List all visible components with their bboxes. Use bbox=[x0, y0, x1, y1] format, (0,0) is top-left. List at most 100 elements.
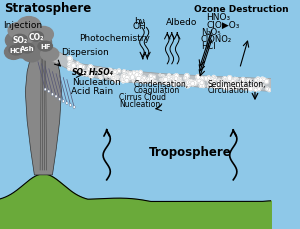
Circle shape bbox=[236, 83, 241, 87]
Text: Sedimentation,: Sedimentation, bbox=[208, 80, 266, 89]
Text: Circulation: Circulation bbox=[208, 86, 250, 95]
Circle shape bbox=[168, 83, 170, 86]
Ellipse shape bbox=[41, 48, 59, 62]
Circle shape bbox=[122, 80, 124, 84]
Circle shape bbox=[82, 66, 85, 69]
Circle shape bbox=[249, 80, 251, 82]
Circle shape bbox=[172, 80, 176, 83]
Circle shape bbox=[173, 75, 177, 80]
Circle shape bbox=[208, 76, 210, 79]
Ellipse shape bbox=[58, 98, 61, 101]
Circle shape bbox=[71, 64, 74, 68]
Circle shape bbox=[197, 79, 201, 83]
Circle shape bbox=[200, 82, 204, 86]
Circle shape bbox=[162, 75, 164, 77]
Circle shape bbox=[100, 77, 101, 79]
Ellipse shape bbox=[4, 45, 22, 60]
Text: Coagulation: Coagulation bbox=[134, 86, 180, 95]
Circle shape bbox=[256, 80, 257, 82]
Circle shape bbox=[204, 77, 208, 81]
Circle shape bbox=[89, 75, 93, 79]
Circle shape bbox=[253, 83, 256, 87]
Circle shape bbox=[125, 76, 129, 80]
Circle shape bbox=[235, 87, 238, 90]
Text: Troposphere: Troposphere bbox=[149, 146, 232, 158]
Circle shape bbox=[168, 74, 170, 77]
Text: SO₂: SO₂ bbox=[12, 35, 28, 44]
Text: HNO₃: HNO₃ bbox=[206, 13, 230, 22]
Ellipse shape bbox=[9, 46, 23, 56]
Ellipse shape bbox=[48, 90, 50, 93]
Circle shape bbox=[152, 76, 155, 79]
Circle shape bbox=[234, 78, 236, 80]
Ellipse shape bbox=[38, 42, 52, 52]
Text: hν: hν bbox=[134, 16, 145, 25]
Circle shape bbox=[71, 69, 73, 71]
Circle shape bbox=[151, 80, 154, 84]
Circle shape bbox=[123, 71, 125, 73]
Circle shape bbox=[217, 83, 221, 88]
Text: ClONO₂: ClONO₂ bbox=[201, 35, 232, 44]
Circle shape bbox=[115, 79, 119, 84]
Circle shape bbox=[212, 78, 214, 80]
Circle shape bbox=[207, 79, 212, 83]
Circle shape bbox=[150, 77, 153, 82]
Circle shape bbox=[99, 72, 101, 75]
Ellipse shape bbox=[51, 93, 54, 96]
Ellipse shape bbox=[62, 100, 64, 103]
Circle shape bbox=[231, 80, 235, 84]
Circle shape bbox=[243, 85, 246, 88]
Circle shape bbox=[130, 76, 135, 80]
Ellipse shape bbox=[55, 95, 57, 98]
Ellipse shape bbox=[13, 35, 27, 45]
Circle shape bbox=[179, 82, 181, 83]
Circle shape bbox=[129, 73, 132, 76]
Circle shape bbox=[155, 82, 157, 84]
Circle shape bbox=[266, 88, 269, 91]
Circle shape bbox=[70, 68, 72, 70]
Circle shape bbox=[262, 85, 264, 87]
Circle shape bbox=[184, 77, 187, 80]
Circle shape bbox=[108, 74, 110, 76]
Circle shape bbox=[132, 79, 134, 81]
Ellipse shape bbox=[73, 106, 75, 109]
Circle shape bbox=[208, 86, 210, 88]
Circle shape bbox=[218, 80, 220, 83]
Circle shape bbox=[260, 78, 264, 82]
Circle shape bbox=[90, 73, 94, 77]
Circle shape bbox=[259, 79, 262, 82]
Circle shape bbox=[191, 82, 195, 87]
Circle shape bbox=[213, 77, 217, 82]
Circle shape bbox=[260, 82, 261, 84]
Circle shape bbox=[189, 80, 193, 85]
Circle shape bbox=[209, 83, 214, 87]
Circle shape bbox=[214, 77, 216, 79]
Circle shape bbox=[228, 78, 230, 80]
Circle shape bbox=[78, 65, 82, 70]
Circle shape bbox=[103, 70, 106, 73]
Text: Condensation,: Condensation, bbox=[134, 80, 189, 89]
Circle shape bbox=[179, 78, 181, 80]
Ellipse shape bbox=[8, 37, 37, 59]
Circle shape bbox=[167, 76, 170, 79]
Circle shape bbox=[263, 79, 266, 82]
Circle shape bbox=[210, 80, 212, 82]
Circle shape bbox=[249, 87, 253, 92]
Circle shape bbox=[186, 81, 191, 85]
Ellipse shape bbox=[14, 25, 40, 45]
Circle shape bbox=[108, 74, 111, 78]
Circle shape bbox=[230, 83, 233, 86]
Circle shape bbox=[127, 72, 129, 74]
Circle shape bbox=[139, 71, 142, 75]
Circle shape bbox=[76, 63, 79, 65]
Circle shape bbox=[250, 87, 253, 90]
Circle shape bbox=[147, 79, 150, 82]
Circle shape bbox=[102, 71, 106, 74]
Circle shape bbox=[117, 70, 121, 73]
Circle shape bbox=[109, 69, 112, 72]
Circle shape bbox=[227, 82, 230, 85]
Text: ClO▶O₃: ClO▶O₃ bbox=[206, 20, 239, 29]
Circle shape bbox=[180, 82, 183, 85]
Circle shape bbox=[99, 75, 101, 78]
Circle shape bbox=[97, 69, 101, 73]
